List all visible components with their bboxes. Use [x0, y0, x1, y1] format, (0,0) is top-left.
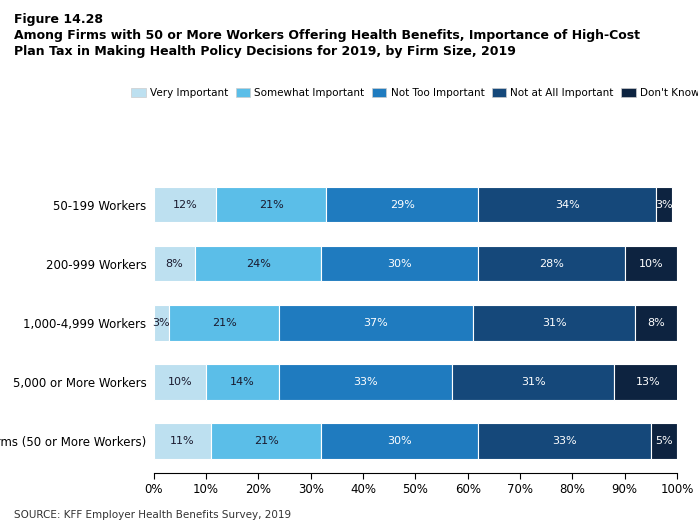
- Bar: [651, 424, 677, 459]
- Bar: [279, 305, 473, 341]
- Text: Plan Tax in Making Health Policy Decisions for 2019, by Firm Size, 2019: Plan Tax in Making Health Policy Decisio…: [14, 45, 516, 58]
- Text: Among Firms with 50 or More Workers Offering Health Benefits, Importance of High: Among Firms with 50 or More Workers Offe…: [14, 29, 640, 42]
- Bar: [473, 305, 635, 341]
- Bar: [625, 246, 677, 281]
- Text: 33%: 33%: [552, 436, 577, 446]
- Bar: [321, 424, 478, 459]
- Bar: [656, 187, 672, 222]
- Text: 10%: 10%: [639, 259, 663, 269]
- Bar: [279, 364, 452, 400]
- Bar: [195, 246, 321, 281]
- Text: 12%: 12%: [172, 200, 198, 209]
- Bar: [478, 424, 651, 459]
- Bar: [211, 424, 321, 459]
- Text: 24%: 24%: [246, 259, 271, 269]
- Text: 14%: 14%: [230, 377, 255, 387]
- Bar: [206, 364, 279, 400]
- Bar: [154, 424, 211, 459]
- Text: 21%: 21%: [212, 318, 237, 328]
- Bar: [478, 246, 625, 281]
- Text: 30%: 30%: [387, 259, 412, 269]
- Text: 28%: 28%: [539, 259, 564, 269]
- Bar: [154, 305, 170, 341]
- Text: 33%: 33%: [353, 377, 378, 387]
- Text: Figure 14.28: Figure 14.28: [14, 13, 103, 26]
- Text: SOURCE: KFF Employer Health Benefits Survey, 2019: SOURCE: KFF Employer Health Benefits Sur…: [14, 510, 291, 520]
- Text: 30%: 30%: [387, 436, 412, 446]
- Text: 13%: 13%: [636, 377, 660, 387]
- Bar: [614, 364, 683, 400]
- Bar: [216, 187, 326, 222]
- Text: 34%: 34%: [555, 200, 579, 209]
- Text: 31%: 31%: [542, 318, 566, 328]
- Bar: [321, 246, 478, 281]
- Text: 3%: 3%: [153, 318, 170, 328]
- Bar: [154, 246, 195, 281]
- Bar: [154, 187, 216, 222]
- Text: 8%: 8%: [647, 318, 665, 328]
- Legend: Very Important, Somewhat Important, Not Too Important, Not at All Important, Don: Very Important, Somewhat Important, Not …: [127, 84, 698, 102]
- Text: 21%: 21%: [259, 200, 283, 209]
- Text: 31%: 31%: [521, 377, 545, 387]
- Bar: [478, 187, 656, 222]
- Text: 3%: 3%: [655, 200, 673, 209]
- Bar: [452, 364, 614, 400]
- Text: 21%: 21%: [254, 436, 279, 446]
- Text: 5%: 5%: [655, 436, 673, 446]
- Text: 11%: 11%: [170, 436, 195, 446]
- Text: 10%: 10%: [168, 377, 192, 387]
- Bar: [327, 187, 478, 222]
- Bar: [170, 305, 279, 341]
- Text: 29%: 29%: [389, 200, 415, 209]
- Text: 8%: 8%: [165, 259, 184, 269]
- Text: 37%: 37%: [364, 318, 388, 328]
- Bar: [635, 305, 677, 341]
- Bar: [154, 364, 206, 400]
